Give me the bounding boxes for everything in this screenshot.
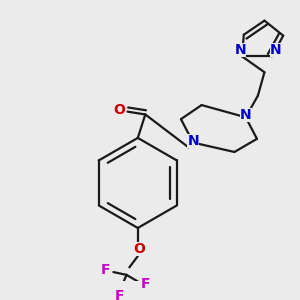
Text: F: F: [114, 289, 124, 300]
Text: N: N: [270, 43, 281, 57]
Text: O: O: [133, 242, 145, 256]
Text: O: O: [113, 103, 125, 117]
Text: N: N: [240, 108, 251, 122]
Text: N: N: [234, 43, 246, 57]
Text: N: N: [187, 134, 199, 148]
Text: F: F: [141, 277, 150, 291]
Text: F: F: [101, 263, 111, 277]
